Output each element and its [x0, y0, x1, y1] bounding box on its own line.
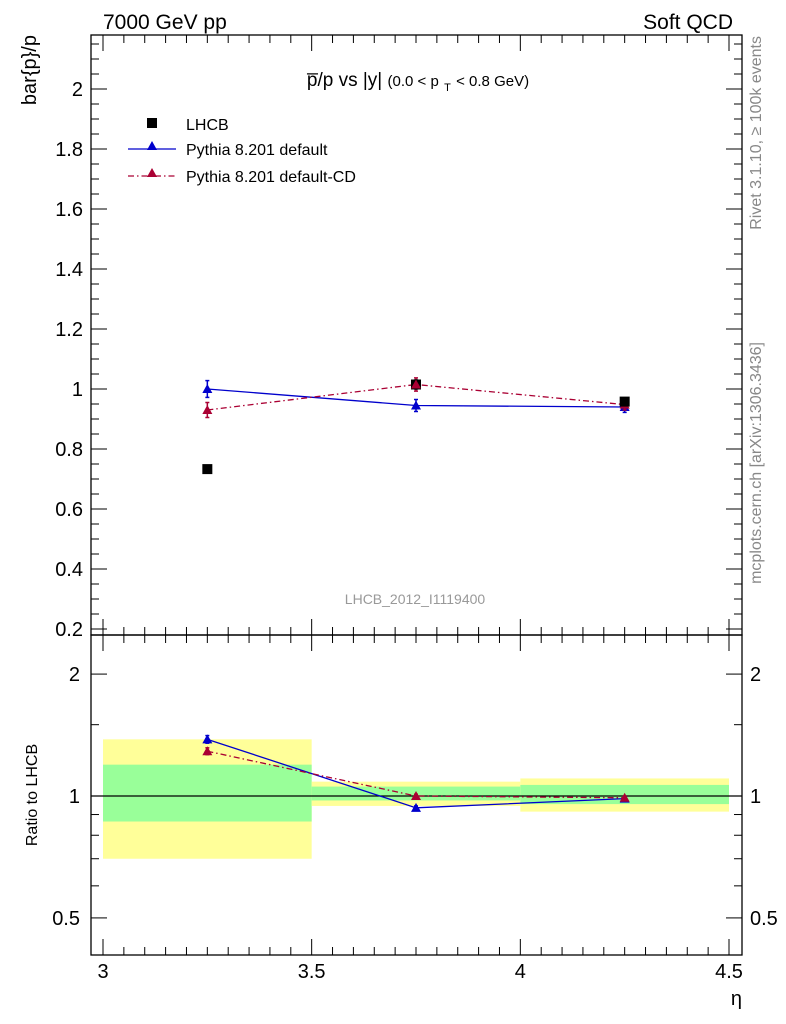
ratio-y-tick-label-right: 1: [750, 786, 761, 808]
main-y-tick-label: 1: [72, 379, 83, 401]
main-cd-point: [202, 405, 213, 414]
ratio-cd-line: [207, 750, 625, 799]
ratio-cd-point: [202, 746, 213, 756]
main-y-tick-label: 1.8: [55, 139, 83, 161]
legend-marker-default: [147, 141, 157, 150]
legend-label-lhcb: LHCB: [186, 117, 229, 134]
ratio-cd-point: [411, 791, 421, 800]
plot-title-main: p̅/p vs |y|: [306, 70, 382, 91]
main-default-point: [411, 400, 421, 410]
ratio-y-tick-label-left: 0.5: [52, 908, 80, 930]
x-tick-label: 3.5: [298, 961, 326, 983]
legend-label-cd: Pythia 8.201 default-CD: [186, 169, 356, 186]
legend: LHCB Pythia 8.201 default Pythia 8.201 d…: [128, 117, 356, 186]
main-cd-point-overlay: [411, 379, 421, 389]
main-y-tick-label: 1.4: [55, 259, 83, 281]
main-lhcb-point: [202, 464, 213, 475]
plot-title-cut-sub: T: [444, 82, 451, 94]
ratio-default-point: [202, 734, 213, 744]
ratio-default-point: [411, 802, 421, 812]
main-default-point: [202, 384, 213, 393]
main-ylabel: bar{p}/p: [19, 35, 41, 105]
main-cd-line: [207, 383, 625, 411]
ratio-y-tick-label-left: 1: [69, 786, 80, 808]
rivet-label: Rivet 3.1.10, ≥ 100k events: [748, 36, 765, 230]
analysis-watermark: LHCB_2012_I1119400: [345, 591, 486, 607]
main-y-tick-label: 0.4: [55, 559, 83, 581]
mcplots-label: mcplots.cern.ch [arXiv:1306.3436]: [748, 342, 765, 584]
legend-marker-lhcb: [147, 118, 157, 128]
x-axis-label: η: [731, 988, 742, 1010]
legend-marker-cd: [147, 168, 157, 177]
ratio-cd-point: [619, 792, 630, 802]
x-tick-label: 3: [97, 961, 108, 983]
x-tick-label: 4: [515, 961, 526, 983]
main-y-tick-label: 2: [72, 79, 83, 101]
plot-title-cut-open: (0.0 < p: [388, 73, 439, 90]
main-y-tick-label: 1.6: [55, 199, 83, 221]
main-y-tick-label: 0.8: [55, 439, 83, 461]
ratio-y-tick-label-left: 2: [69, 664, 80, 686]
main-y-tick-label: 0.6: [55, 499, 83, 521]
plot-title: p̅/p vs |y| (0.0 < p T < 0.8 GeV): [306, 70, 529, 96]
plot-title-cut-close: < 0.8 GeV): [456, 73, 529, 90]
ratio-ylabel: Ratio to LHCB: [24, 744, 41, 846]
main-y-tick-label: 1.2: [55, 319, 83, 341]
energy-label: 7000 GeV pp: [103, 11, 227, 34]
main-y-tick-label: 0.2: [55, 619, 83, 641]
main-lhcb-point: [619, 396, 630, 407]
ratio-y-tick-label-right: 0.5: [750, 908, 778, 930]
category-label: Soft QCD: [643, 11, 733, 34]
x-tick-label: 4.5: [715, 961, 743, 983]
plot-layer: 3 3.5 4 4.5 0.2 0.4 0.6 0.8 1 1.2 1.4 1.6 1.8 2 0.5 0.5…: [52, 34, 778, 983]
ratio-y-tick-label-right: 2: [750, 664, 761, 686]
legend-label-default: Pythia 8.201 default: [186, 142, 328, 159]
ratio-band-inner-0: [103, 764, 312, 822]
